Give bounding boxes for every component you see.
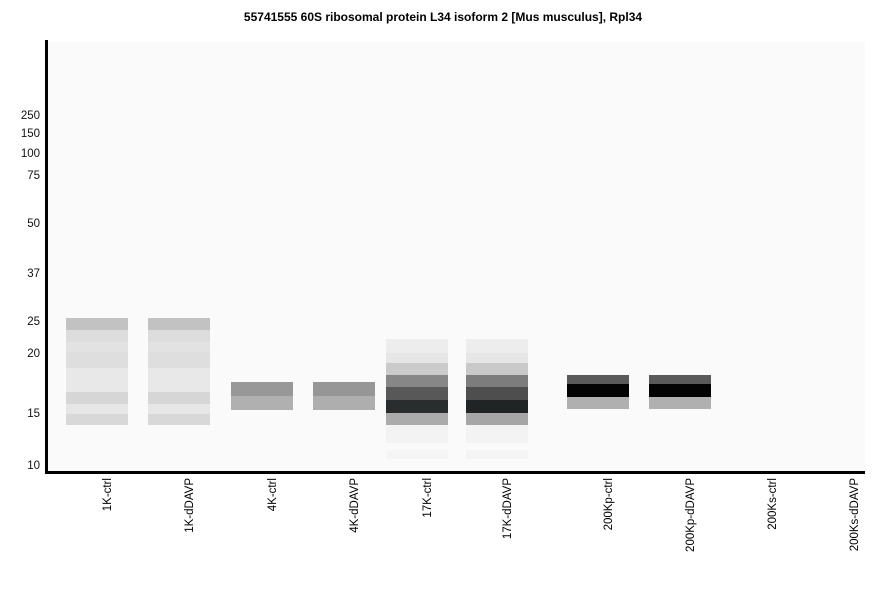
gel-band: [66, 404, 128, 414]
y-axis-tick-250: 250: [20, 110, 40, 122]
gel-lane-200kp-ctrl: [567, 42, 629, 472]
gel-band: [386, 413, 448, 425]
gel-band: [66, 414, 128, 425]
gel-band: [649, 384, 711, 397]
gel-band: [649, 397, 711, 409]
y-axis-tick-labels: 250 150 100 75 50 37 25 20 15 10: [0, 0, 44, 595]
y-axis-tick-75: 75: [27, 170, 40, 182]
gel-band: [66, 392, 128, 404]
gel-plot-area: [47, 42, 865, 472]
gel-band: [466, 353, 528, 363]
y-axis-tick-10: 10: [27, 460, 40, 472]
gel-band: [466, 363, 528, 375]
y-axis-tick-25: 25: [27, 316, 40, 328]
gel-lane-1k-ddavp: [148, 42, 210, 472]
gel-band: [567, 375, 629, 384]
gel-band: [386, 353, 448, 363]
x-axis-tick-4k-ddavp: 4K-dDAVP: [349, 478, 361, 533]
gel-lane-1k-ctrl: [66, 42, 128, 472]
x-axis-tick-4k-ctrl: 4K-ctrl: [267, 478, 279, 512]
gel-band: [231, 382, 293, 396]
gel-band: [148, 404, 210, 414]
gel-band: [66, 342, 128, 352]
gel-band: [148, 392, 210, 404]
x-axis-tick-17k-ddavp: 17K-dDAVP: [502, 478, 514, 540]
gel-band: [386, 450, 448, 459]
gel-band: [466, 400, 528, 413]
gel-band: [148, 368, 210, 392]
gel-band: [466, 450, 528, 459]
x-axis-tick-200kp-ddavp: 200Kp-dDAVP: [685, 478, 697, 552]
gel-band: [148, 342, 210, 352]
gel-band: [466, 387, 528, 400]
gel-band: [386, 387, 448, 400]
y-axis-tick-37: 37: [27, 268, 40, 280]
y-axis-tick-15: 15: [27, 408, 40, 420]
x-axis-line: [45, 471, 865, 474]
page-title: 55741555 60S ribosomal protein L34 isofo…: [243, 10, 643, 24]
x-axis-tick-200ks-ddavp: 200Ks-dDAVP: [849, 478, 861, 552]
gel-band: [148, 414, 210, 425]
x-axis-tick-1k-ddavp: 1K-dDAVP: [184, 478, 196, 533]
x-axis-tick-17k-ctrl: 17K-ctrl: [422, 478, 434, 518]
gel-band: [466, 413, 528, 425]
gel-lane-17k-ctrl: [386, 42, 448, 472]
gel-band: [386, 363, 448, 375]
gel-band: [567, 397, 629, 409]
gel-band: [386, 425, 448, 443]
x-axis-tick-1k-ctrl: 1K-ctrl: [102, 478, 114, 512]
gel-band: [649, 375, 711, 384]
x-axis-tick-200ks-ctrl: 200Ks-ctrl: [767, 478, 779, 530]
gel-band: [66, 318, 128, 330]
gel-lane-4k-ddavp: [313, 42, 375, 472]
gel-band: [386, 375, 448, 387]
gel-band: [466, 425, 528, 443]
gel-band: [148, 318, 210, 330]
y-axis-tick-20: 20: [27, 348, 40, 360]
y-axis-tick-100: 100: [20, 148, 40, 160]
gel-lane-4k-ctrl: [231, 42, 293, 472]
gel-band: [313, 396, 375, 410]
y-axis-tick-50: 50: [27, 218, 40, 230]
gel-band: [313, 382, 375, 396]
gel-band: [466, 375, 528, 387]
gel-band: [386, 400, 448, 413]
gel-band: [66, 368, 128, 392]
gel-band: [148, 330, 210, 342]
gel-band: [66, 352, 128, 368]
y-axis-line: [45, 40, 48, 474]
gel-band: [466, 339, 528, 353]
gel-band: [231, 396, 293, 410]
gel-lane-17k-ddavp: [466, 42, 528, 472]
gel-band: [386, 339, 448, 353]
y-axis-tick-150: 150: [20, 128, 40, 140]
gel-lane-200kp-ddavp: [649, 42, 711, 472]
gel-band: [66, 330, 128, 342]
x-axis-tick-200kp-ctrl: 200Kp-ctrl: [603, 478, 615, 531]
gel-band: [148, 352, 210, 368]
gel-band: [567, 384, 629, 397]
